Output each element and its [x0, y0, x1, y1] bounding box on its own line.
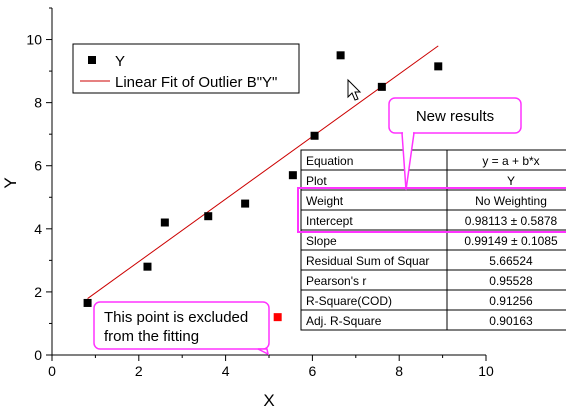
legend-label-y: Y [115, 53, 125, 70]
data-point [204, 212, 213, 221]
x-tick-label: 10 [478, 363, 494, 379]
results-table: Equation y = a + b*x Plot Y Weight No Weighti… [297, 149, 566, 331]
legend: Y Linear Fit of Outlier B"Y" [72, 43, 300, 94]
data-point [310, 131, 319, 140]
x-tick-label: 8 [395, 363, 403, 379]
results-table-frame [300, 149, 566, 331]
x-tick-label: 2 [135, 363, 143, 379]
results-table-value: 0.90163 [489, 314, 533, 328]
points-layer [83, 51, 443, 322]
data-point [434, 62, 443, 71]
x-axis-title: X [263, 391, 274, 410]
data-point [336, 51, 345, 60]
callout-excluded-pointer [257, 348, 270, 356]
callout-excluded-line2: from the fitting [104, 328, 199, 345]
results-table-value: 0.91256 [489, 294, 533, 308]
callout-excluded-point: This point is excluded from the fitting [93, 301, 270, 356]
results-table-label: Residual Sum of Squar [306, 254, 429, 268]
x-tick-label: 6 [309, 363, 317, 379]
y-tick-label: 4 [34, 221, 42, 237]
data-point [160, 218, 169, 227]
y-axis-title: Y [1, 177, 20, 188]
y-tick-label: 0 [34, 347, 42, 363]
x-tick-label: 0 [48, 363, 56, 379]
results-table-label: R-Square(COD) [306, 294, 392, 308]
data-point [377, 82, 386, 91]
y-tick-label: 8 [34, 95, 42, 111]
results-highlight-box [297, 187, 566, 233]
ticks [46, 7, 487, 361]
callout-new-results-box [388, 97, 522, 134]
legend-box [72, 43, 300, 94]
results-table-value: Y [507, 174, 515, 188]
results-table-label: Plot [306, 174, 327, 188]
results-table-label: Intercept [306, 214, 353, 228]
data-point [288, 171, 297, 180]
results-table-value: 5.66524 [489, 254, 533, 268]
tick-labels: 0 2 4 6 8 10 0 2 4 6 8 10 [26, 32, 494, 379]
y-tick-label: 2 [34, 284, 42, 300]
results-table-value: No Weighting [475, 194, 547, 208]
legend-label-fit: Linear Fit of Outlier B"Y" [115, 74, 277, 91]
results-table-value: 0.98113 ± 0.5878 [465, 214, 558, 228]
y-tick-label: 10 [26, 32, 42, 48]
data-point [241, 199, 250, 208]
callout-new-results-text: New results [416, 108, 494, 125]
results-table-label: Slope [306, 234, 337, 248]
data-point [143, 262, 152, 271]
callout-new-results: New results [388, 97, 522, 191]
y-tick-label: 6 [34, 158, 42, 174]
data-point [83, 298, 92, 307]
callout-excluded-line1: This point is excluded [104, 309, 248, 326]
results-table-label: Pearson's r [306, 274, 366, 288]
mouse-cursor-icon [347, 78, 362, 101]
x-tick-label: 4 [222, 363, 230, 379]
results-table-value: y = a + b*x [482, 154, 539, 168]
callout-excluded-box [93, 301, 270, 350]
results-table-label: Weight [306, 194, 344, 208]
excluded-data-point [273, 313, 282, 322]
legend-marker-square [88, 56, 96, 64]
results-table-value: 0.99149 ± 0.1085 [464, 234, 558, 248]
callout-pointer-cover [403, 131, 413, 134]
results-table-label: Equation [306, 154, 353, 168]
results-table-value: 0.95528 [489, 274, 533, 288]
results-table-label: Adj. R-Square [306, 314, 382, 328]
